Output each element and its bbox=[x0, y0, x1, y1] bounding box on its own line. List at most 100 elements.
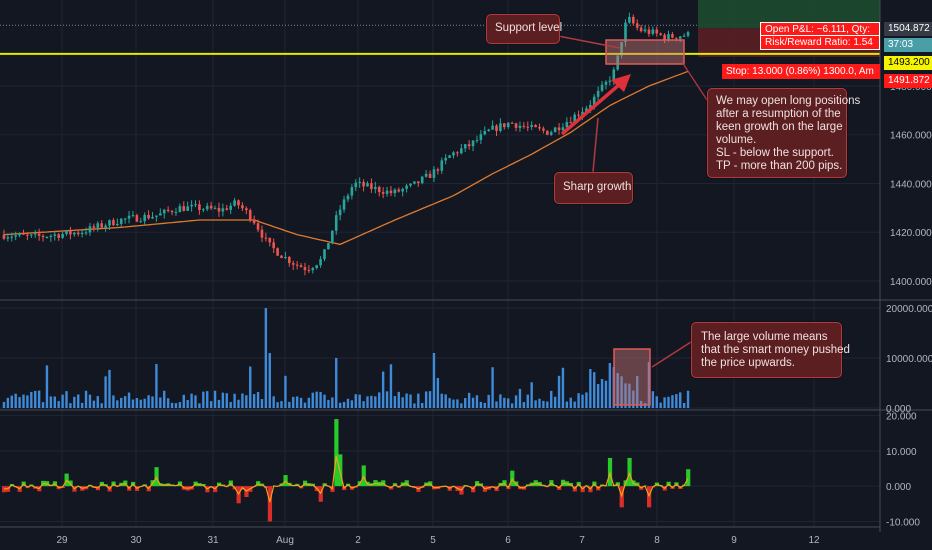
candle-body bbox=[475, 140, 479, 142]
candle-body bbox=[678, 36, 682, 39]
candle-body bbox=[401, 188, 404, 192]
volume-bar bbox=[123, 396, 127, 408]
candle-body bbox=[549, 132, 553, 135]
candle-body bbox=[26, 234, 29, 236]
risk-reward-text: Risk/Reward Ratio: 1.54 bbox=[765, 37, 873, 48]
candle-body bbox=[57, 234, 60, 238]
volume-bar bbox=[292, 396, 295, 408]
candle-body bbox=[96, 223, 100, 228]
candle-body bbox=[84, 232, 88, 234]
volume-bar bbox=[647, 362, 651, 408]
oscillator-tick-label: -10.000 bbox=[886, 517, 920, 528]
candle-body bbox=[413, 181, 416, 184]
volume-bar bbox=[499, 394, 502, 408]
candle-body bbox=[213, 207, 217, 209]
volume-bar bbox=[225, 393, 228, 408]
volume-bar bbox=[503, 397, 506, 408]
x-tick-label: 29 bbox=[56, 535, 68, 546]
volume-bar bbox=[61, 394, 64, 408]
candle-body bbox=[112, 220, 115, 226]
candle-body bbox=[315, 265, 318, 269]
candle-body bbox=[284, 256, 287, 259]
volume-bar bbox=[166, 398, 170, 408]
sharp-note-leader bbox=[592, 117, 599, 173]
volume-bar bbox=[440, 393, 443, 408]
candle-body bbox=[538, 127, 541, 129]
volume-bar bbox=[186, 399, 189, 408]
candle-body bbox=[675, 37, 678, 39]
candle-body bbox=[479, 134, 483, 141]
support-level-note[interactable]: Support level bbox=[486, 14, 562, 44]
candle-body bbox=[49, 235, 53, 237]
candle-body bbox=[41, 235, 45, 238]
candle-body bbox=[334, 215, 338, 231]
candle-body bbox=[288, 256, 291, 264]
volume-line-2: that the smart money pushed bbox=[701, 344, 850, 356]
candle-body bbox=[635, 23, 639, 28]
volume-bar bbox=[522, 402, 526, 408]
volume-bar bbox=[389, 364, 393, 408]
volume-bar bbox=[73, 396, 76, 408]
candle-body bbox=[463, 144, 467, 149]
volume-note[interactable]: The large volume means that the smart mo… bbox=[691, 322, 850, 378]
volume-bar bbox=[452, 399, 455, 408]
volume-bar bbox=[397, 391, 400, 408]
volume-bar bbox=[405, 393, 408, 408]
growth-arrow-shaft bbox=[560, 82, 622, 136]
volume-bar bbox=[370, 395, 373, 408]
volume-bar bbox=[448, 398, 451, 408]
candle-body bbox=[65, 230, 68, 234]
candle-body bbox=[237, 200, 240, 206]
candle-body bbox=[370, 183, 373, 190]
volume-bar bbox=[557, 375, 561, 408]
candle-body bbox=[448, 155, 451, 158]
candle-body bbox=[295, 264, 299, 266]
volume-bar bbox=[37, 390, 41, 408]
candle-body bbox=[100, 223, 103, 228]
volume-bar bbox=[682, 402, 686, 408]
candle-body bbox=[643, 29, 647, 32]
candle-body bbox=[162, 209, 166, 214]
volume-bar bbox=[178, 402, 182, 408]
volume-bar bbox=[589, 368, 592, 408]
candle-body bbox=[374, 186, 377, 190]
volume-bar bbox=[127, 392, 131, 408]
volume-bar bbox=[88, 394, 92, 408]
moving-average-line bbox=[3, 70, 689, 246]
candle-body bbox=[663, 34, 666, 40]
support-zone-box bbox=[605, 39, 685, 65]
plan-note-leader bbox=[681, 61, 708, 101]
candle-body bbox=[667, 34, 670, 40]
candle-body bbox=[155, 215, 158, 217]
candle-body bbox=[194, 204, 197, 206]
candle-body bbox=[460, 148, 463, 154]
candle-body bbox=[671, 34, 674, 38]
sharp-growth-note[interactable]: Sharp growth bbox=[554, 172, 633, 204]
volume-bar bbox=[581, 394, 584, 408]
volume-bar bbox=[569, 397, 572, 408]
countdown-value: 37:03 bbox=[888, 39, 914, 50]
candle-body bbox=[487, 129, 490, 132]
price-tick-label: 1440.000 bbox=[890, 179, 932, 190]
candle-body bbox=[350, 187, 354, 196]
plan-line-2: after a resumption of the bbox=[716, 108, 841, 120]
risk-reward-label[interactable]: Risk/Reward Ratio: 1.54 bbox=[760, 36, 880, 50]
candle-body bbox=[542, 128, 545, 131]
trade-plan-note[interactable]: We may open long positions after a resum… bbox=[707, 88, 860, 178]
candle-body bbox=[397, 189, 401, 192]
volume-bar bbox=[241, 393, 244, 408]
candle-body bbox=[444, 157, 447, 161]
plan-line-3: keen growth on the large bbox=[716, 121, 843, 133]
position-pnl-label[interactable]: Open P&L: −6.111, Qty: bbox=[760, 22, 880, 36]
volume-bar bbox=[213, 390, 217, 408]
volume-bar bbox=[467, 392, 471, 408]
candle-body bbox=[205, 205, 209, 210]
volume-bar bbox=[217, 399, 221, 408]
sharp-growth-text: Sharp growth bbox=[563, 181, 632, 193]
volume-bar bbox=[170, 402, 174, 408]
support-price-tag: 1493.200 bbox=[884, 56, 932, 70]
candle-body bbox=[440, 160, 444, 171]
stop-label[interactable]: Stop: 13.000 (0.86%) 1300.0, Am bbox=[722, 64, 880, 79]
candle-body bbox=[510, 122, 514, 124]
